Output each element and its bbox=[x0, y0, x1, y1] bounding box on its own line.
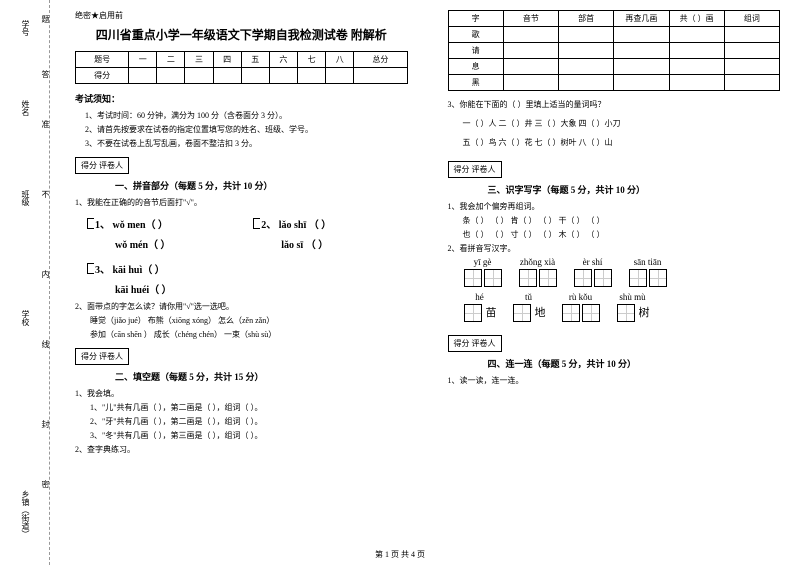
notice-item: 1、考试时间：60 分钟，满分为 100 分（含卷面分 3 分）。 bbox=[85, 110, 408, 121]
tian-cell bbox=[484, 269, 502, 287]
question-line: 五（ ）鸟 六（ ）花 七（ ）树叶 八（ ）山 bbox=[463, 137, 781, 148]
exam-title: 四川省重点小学一年级语文下学期自我检测试卷 附解析 bbox=[75, 26, 408, 43]
tian-cell bbox=[562, 304, 580, 322]
table-row: 黑 bbox=[448, 75, 780, 91]
character-table: 字 音节 部首 再查几画 共（ ）画 组词 歌 请 息 黑 bbox=[448, 10, 781, 91]
margin-label: 学号 bbox=[20, 20, 31, 36]
tian-cell bbox=[649, 269, 667, 287]
table-row: 请 bbox=[448, 43, 780, 59]
question-text: 2、面带点的字怎么读？请你用"√"选一选吧。 bbox=[75, 301, 408, 312]
notice-item: 2、请首先按要求在试卷的指定位置填写您的姓名、班级、学号。 bbox=[85, 124, 408, 135]
binding-margin: 学号 姓名 班级 学校 乡镇（街道） 题 答 准 不 内 线 封 密 bbox=[0, 0, 50, 565]
question-text: 1、读一读，连一连。 bbox=[448, 375, 781, 386]
tian-cell bbox=[464, 269, 482, 287]
pinyin-option: lǎo sī （ ） bbox=[281, 236, 407, 251]
tian-cell bbox=[574, 269, 592, 287]
tian-cell bbox=[519, 269, 537, 287]
tian-cell bbox=[513, 304, 531, 322]
table-row: 歌 bbox=[448, 27, 780, 43]
section-title: 一、拼音部分（每题 5 分，共计 10 分） bbox=[115, 179, 408, 192]
margin-label: 班级 bbox=[20, 190, 31, 206]
question-line: 一（ ）人 二（ ）井 三（ ）大象 四（ ）小刀 bbox=[463, 118, 781, 129]
table-row: 字 音节 部首 再查几画 共（ ）画 组词 bbox=[448, 11, 780, 27]
question-text: 2、查字典练习。 bbox=[75, 444, 408, 455]
page-footer: 第 1 页 共 4 页 bbox=[375, 549, 425, 560]
tian-cell bbox=[617, 304, 635, 322]
pinyin-option: 3、 kāi huì（ ） bbox=[95, 261, 408, 276]
section-title: 二、填空题（每题 5 分，共计 15 分） bbox=[115, 370, 408, 383]
score-box: 得分 评卷人 bbox=[75, 348, 129, 365]
question-line: 1、"儿"共有几画（ ），第二画是（ ），组词（ ）。 bbox=[90, 402, 408, 413]
pinyin-option: 2、 lǎo shī （ ） bbox=[261, 216, 407, 231]
question-text: 1、我会加个偏旁再组词。 bbox=[448, 201, 781, 212]
tian-cell bbox=[629, 269, 647, 287]
question-line: 睡觉（jiǎo jué） 布熊（xiōng xóng） 怎么（zěn zǎn） bbox=[90, 315, 408, 326]
question-line: 3、"冬"共有几画（ ），第三画是（ ），组词（ ）。 bbox=[90, 430, 408, 441]
score-box: 得分 评卷人 bbox=[75, 157, 129, 174]
section-title: 四、连一连（每题 5 分，共计 10 分） bbox=[488, 357, 781, 370]
tian-cell bbox=[464, 304, 482, 322]
tian-cell bbox=[594, 269, 612, 287]
question-line: 也（ ） （ ） 寸（ ） （ ） 木（ ） （ ） bbox=[463, 229, 781, 240]
section-title: 三、识字写字（每题 5 分，共计 10 分） bbox=[488, 183, 781, 196]
question-line: 条（ ） （ ） 肯（ ） （ ） 干（ ） （ ） bbox=[463, 215, 781, 226]
tian-cell bbox=[582, 304, 600, 322]
left-column: 绝密★启用前 四川省重点小学一年级语文下学期自我检测试卷 附解析 题号 一 二 … bbox=[65, 10, 428, 565]
table-row: 得分 bbox=[76, 68, 408, 84]
question-line: 参加（cān shēn ） 成长（chéng chén） 一束（shù sù） bbox=[90, 329, 408, 340]
question-text: 1、我能在正确的的音节后面打"√"。 bbox=[75, 197, 408, 208]
score-table: 题号 一 二 三 四 五 六 七 八 总分 得分 bbox=[75, 51, 408, 84]
question-text: 2、看拼音写汉字。 bbox=[448, 243, 781, 254]
question-line: 2、"牙"共有几画（ ），第二画是（ ），组词（ ）。 bbox=[90, 416, 408, 427]
margin-label: 姓名 bbox=[20, 100, 31, 116]
margin-label: 学校 bbox=[20, 310, 31, 326]
tian-grid-row: yī gè zhǒng xià èr shí sān tiān bbox=[463, 257, 781, 289]
margin-label: 乡镇（街道） bbox=[20, 490, 31, 538]
right-column: 字 音节 部首 再查几画 共（ ）画 组词 歌 请 息 黑 3、你能在下面的（ … bbox=[428, 10, 791, 565]
notice-item: 3、不要在试卷上乱写乱画，卷面不整洁扣 3 分。 bbox=[85, 138, 408, 149]
pinyin-option: 1、 wǒ men（ ） bbox=[95, 216, 241, 231]
confidential-mark: 绝密★启用前 bbox=[75, 10, 408, 21]
pinyin-option: wǒ mén（ ） bbox=[115, 236, 241, 251]
question-text: 1、我会填。 bbox=[75, 388, 408, 399]
tian-grid-row: hé苗 tǔ地 rù kǒu shù mù树 bbox=[463, 292, 781, 324]
tian-cell bbox=[539, 269, 557, 287]
score-box: 得分 评卷人 bbox=[448, 335, 502, 352]
table-row: 息 bbox=[448, 59, 780, 75]
score-box: 得分 评卷人 bbox=[448, 161, 502, 178]
table-row: 题号 一 二 三 四 五 六 七 八 总分 bbox=[76, 52, 408, 68]
question-text: 3、你能在下面的（ ）里填上适当的量词吗？ bbox=[448, 99, 781, 110]
page-content: 绝密★启用前 四川省重点小学一年级语文下学期自我检测试卷 附解析 题号 一 二 … bbox=[50, 0, 800, 565]
pinyin-option: kāi huéi（ ） bbox=[115, 281, 408, 296]
notice-title: 考试须知： bbox=[75, 92, 408, 105]
